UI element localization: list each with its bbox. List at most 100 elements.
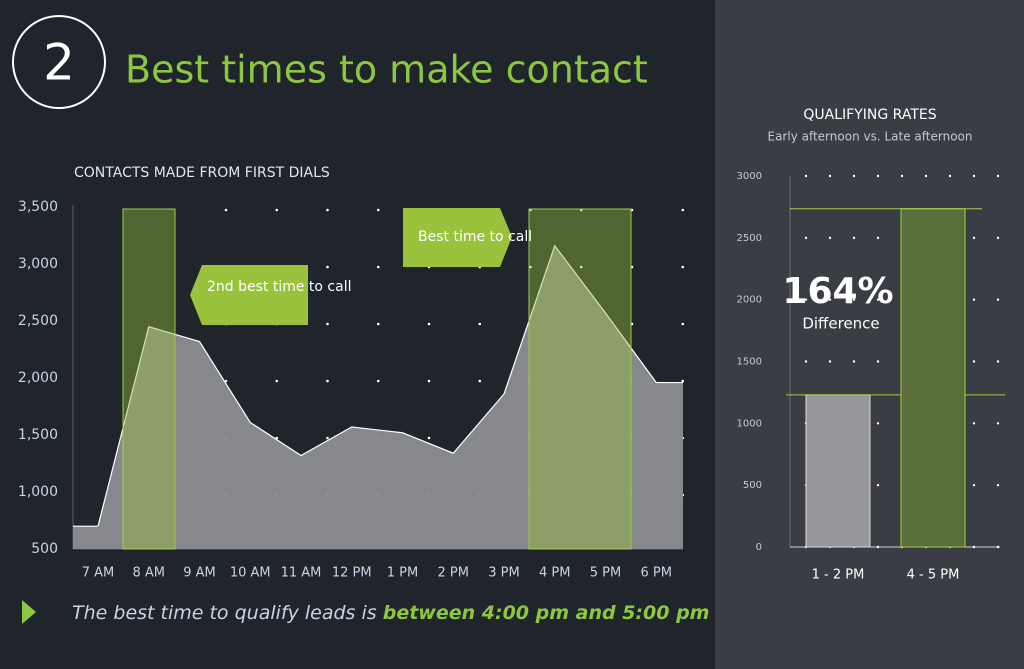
grid-dot	[972, 422, 976, 425]
grid-dot	[681, 208, 685, 212]
grid-dot	[876, 236, 880, 240]
y-tick-label: 1000	[737, 418, 762, 429]
x-tick-label: 7 AM	[82, 566, 115, 581]
grid-dot	[876, 174, 880, 178]
grid-dot	[478, 322, 482, 326]
bar	[805, 394, 871, 548]
grid-dot	[852, 174, 856, 178]
grid-dot	[804, 360, 808, 363]
grid-dot	[376, 322, 380, 326]
grid-dot	[681, 265, 685, 269]
x-tick-label: 1 PM	[387, 566, 418, 581]
area-fill	[73, 245, 683, 549]
grid-dot	[681, 379, 685, 383]
grid-dot	[326, 265, 329, 269]
y-tick-label: 2000	[737, 295, 762, 306]
grid-dot	[681, 322, 685, 326]
grid-dot	[427, 322, 431, 326]
area-line	[97, 244, 657, 527]
section-number: 2	[43, 34, 75, 92]
y-tick-label: 500	[31, 541, 58, 557]
grid-dot	[972, 236, 976, 240]
grid-dot	[996, 483, 1000, 487]
footer: The best time to qualify leads is betwee…	[72, 602, 709, 624]
y-tick-label: 1,000	[18, 484, 58, 500]
grid-dot	[972, 545, 976, 549]
x-tick-label: 8 AM	[132, 566, 165, 581]
x-tick-label: 9 AM	[183, 566, 216, 581]
grid-dot	[376, 208, 380, 212]
grid-dot	[852, 360, 856, 363]
grid-dot	[900, 174, 904, 178]
y-tick-label: 3,500	[18, 199, 58, 215]
grid-dot	[224, 208, 228, 212]
grid-dot	[275, 379, 279, 383]
grid-dot	[972, 174, 976, 178]
grid-dot	[996, 545, 1000, 549]
bullet-arrow	[22, 600, 36, 624]
x-tick-label: 5 PM	[590, 566, 621, 581]
grid-dot	[876, 360, 880, 363]
grid-dot	[972, 360, 976, 363]
grid-dot	[529, 265, 532, 269]
chart-subtitle: Early afternoon vs. Late afternoon	[767, 130, 972, 144]
annotation: Difference	[802, 315, 879, 333]
annotation: 2nd best time to call	[207, 279, 352, 295]
callout	[403, 208, 512, 267]
grid-dot	[828, 174, 832, 178]
grid-dot	[828, 298, 832, 301]
grid-dot	[828, 360, 832, 363]
grid-dot	[876, 483, 880, 487]
grid-dot	[326, 436, 329, 440]
x-tick-label: 6 PM	[641, 566, 672, 581]
chart-title: QUALIFYING RATES	[803, 107, 936, 123]
grid-dot	[579, 265, 583, 269]
y-tick-label: 2,000	[18, 370, 58, 386]
annotation: Best time to call	[418, 229, 532, 245]
y-tick-label: 2,500	[18, 313, 58, 329]
grid-dot	[427, 379, 431, 383]
annotation: 164%	[782, 271, 893, 312]
x-tick-label: 11 AM	[281, 566, 322, 581]
grid-dot	[876, 545, 880, 549]
x-tick-label: 4 PM	[539, 566, 570, 581]
grid-dot	[478, 379, 482, 383]
x-tick-label: 1 - 2 PM	[812, 568, 865, 583]
annotation-text: 2nd best time to call	[207, 279, 352, 295]
bar	[900, 208, 966, 548]
title: Best times to make contact	[125, 48, 648, 92]
x-tick-label: 3 PM	[488, 566, 519, 581]
grid-dot	[828, 236, 832, 240]
grid-dot	[996, 174, 1000, 178]
area-chart: 500 1,000 1,500 2,000 2,500 3,000 3,500 7 AM 8 A…	[18, 199, 685, 581]
y-tick-label: 0	[756, 542, 762, 553]
callout	[190, 265, 308, 325]
grid-dot	[996, 236, 1000, 240]
y-tick-label: 3,000	[18, 256, 58, 272]
grid-dot	[326, 379, 329, 383]
y-tick-label: 500	[743, 480, 762, 491]
y-tick-label: 1500	[737, 357, 762, 368]
grid-dot	[852, 236, 856, 240]
grid-dot	[326, 208, 329, 212]
grid-dot	[972, 298, 976, 301]
grid-dot	[996, 360, 1000, 363]
grid-dot	[996, 422, 1000, 425]
grid-dot	[972, 483, 976, 487]
x-tick-label: 10 AM	[230, 566, 271, 581]
grid-dot	[427, 436, 431, 440]
highlight-band	[122, 208, 176, 550]
y-tick-label: 3000	[737, 171, 762, 182]
x-tick-label: 2 PM	[438, 566, 469, 581]
grid-dot	[948, 174, 952, 178]
grid-dot	[804, 236, 808, 240]
annotation-text: Best time to call	[418, 229, 532, 245]
grid-dot	[376, 265, 380, 269]
x-tick-label: 12 PM	[332, 566, 372, 581]
grid-dot	[804, 298, 808, 301]
x-tick-label: 4 - 5 PM	[907, 568, 960, 583]
grid-dot	[326, 322, 329, 326]
grid-dot	[376, 379, 380, 383]
right-panel	[715, 0, 1024, 669]
